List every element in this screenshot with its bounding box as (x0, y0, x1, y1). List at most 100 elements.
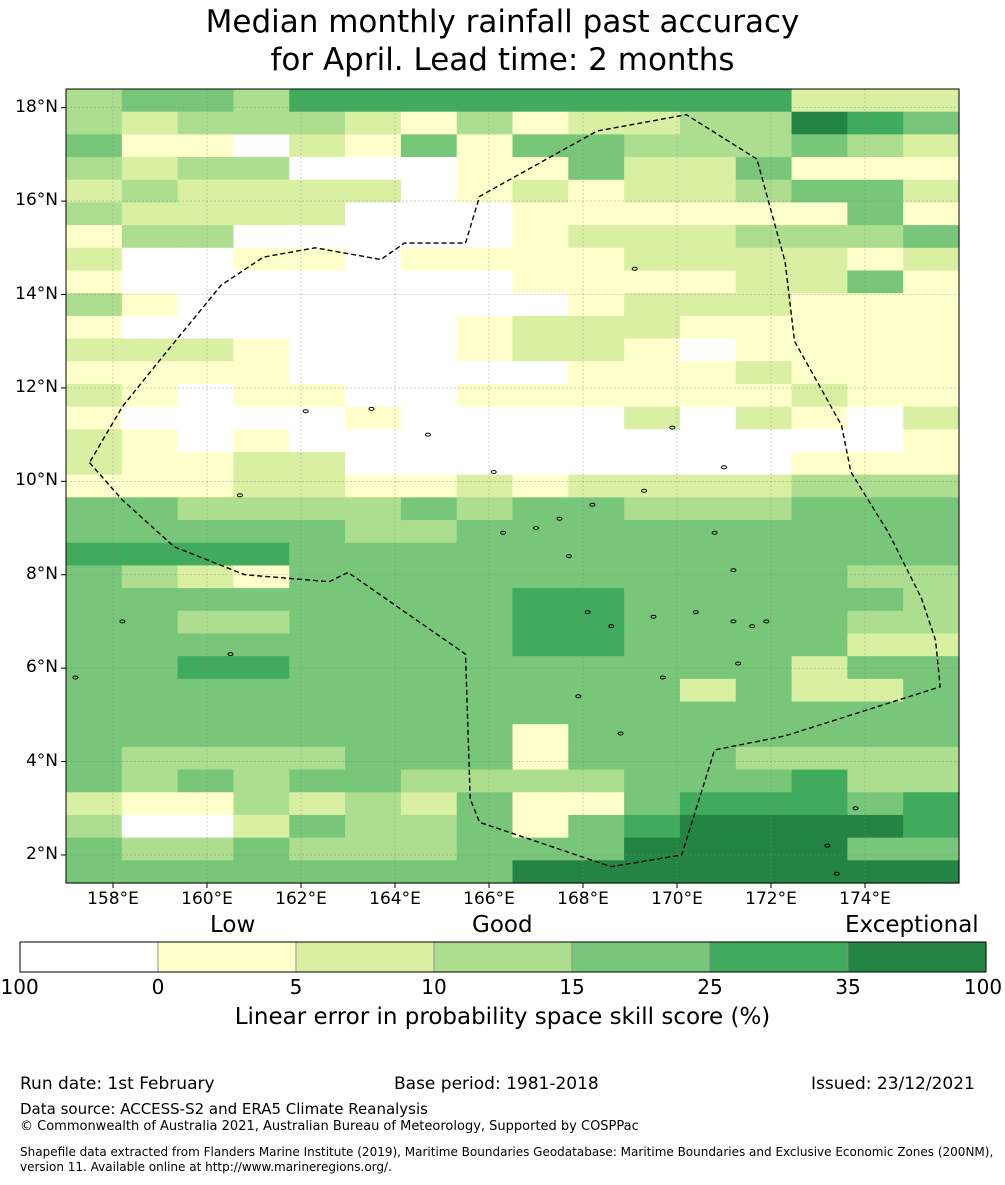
grid-cell (456, 724, 514, 748)
grid-cell (66, 724, 123, 748)
grid-cell (456, 406, 514, 430)
grid-cell (121, 247, 179, 272)
grid-cell (66, 89, 123, 113)
lat-label: 18°N (15, 96, 58, 117)
grid-cell (66, 247, 123, 272)
grid-cell (233, 202, 290, 226)
grid-cell (679, 542, 737, 566)
grid-cell (791, 656, 848, 680)
graticule (66, 89, 959, 883)
grid-cell (735, 361, 793, 385)
category-exceptional-label: Exceptional (845, 912, 979, 938)
grid-cell (400, 338, 458, 362)
grid-cell (791, 315, 848, 340)
grid-cell (624, 792, 681, 816)
island (692, 610, 699, 615)
grid-cell (847, 746, 904, 771)
colorbar-tick-label: 0 (151, 975, 165, 999)
grid-cell (66, 474, 123, 498)
grid-cell (679, 633, 737, 657)
grid-cell (624, 474, 681, 498)
grid-cell (624, 542, 681, 566)
grid-cell (847, 179, 904, 204)
island (749, 624, 756, 629)
grid-cell (121, 746, 179, 771)
grid-cell (568, 497, 625, 521)
colorbar-segment (709, 941, 849, 973)
grid-cell (512, 315, 569, 340)
grid-cell (456, 860, 514, 884)
grid-cell (289, 565, 346, 589)
grid-cell (847, 247, 904, 272)
grid-cell (121, 701, 179, 725)
run-date: Run date: 1st February (20, 1074, 215, 1094)
grid-cell (345, 429, 402, 453)
grid-cell (233, 315, 290, 340)
colorbar-segments (19, 941, 987, 973)
grid-cell (624, 497, 681, 521)
colorbar-segment (847, 941, 987, 973)
colorbar-segment (433, 941, 573, 973)
grid-cell (568, 610, 625, 635)
grid-cell (289, 451, 346, 476)
grid-cell (847, 383, 904, 408)
grid-cell (903, 746, 960, 771)
grid-cell (177, 588, 235, 612)
grid-cell (345, 202, 402, 226)
grid-cell (512, 225, 569, 249)
grid-cell (400, 724, 458, 748)
grid-cell (456, 769, 514, 793)
grid-cell (177, 157, 235, 181)
grid-cell (679, 315, 737, 340)
grid-cell (624, 157, 681, 181)
grid-cell (624, 111, 681, 135)
grid-cell (624, 383, 681, 408)
grid-cell (289, 701, 346, 725)
grid-cell (66, 565, 123, 589)
grid-cell (233, 474, 290, 498)
lon-label: 174°E (839, 889, 891, 909)
grid-cell (66, 792, 123, 816)
grid-cell (66, 678, 123, 703)
island (490, 470, 497, 474)
grid-cell (512, 89, 569, 113)
grid-cell (345, 633, 402, 657)
grid-cell (233, 247, 290, 272)
grid-cell (679, 656, 737, 680)
grid-cell (66, 406, 123, 430)
grid-cell (679, 361, 737, 385)
grid-cell (903, 247, 960, 272)
grid-cell (233, 111, 290, 135)
grid-cell (66, 656, 123, 680)
grid-cell (568, 746, 625, 771)
grid-cell (289, 338, 346, 362)
grid-cell (679, 451, 737, 476)
chart-title-line-1: Median monthly rainfall past accuracy (205, 4, 800, 40)
grid-cell (624, 724, 681, 748)
grid-cell (791, 746, 848, 771)
grid-cell (456, 429, 514, 453)
grid-cell (177, 247, 235, 272)
grid-cell (400, 588, 458, 612)
grid-cell (66, 179, 123, 204)
grid-cell (121, 429, 179, 453)
grid-cell (568, 270, 625, 294)
grid-cell (791, 383, 848, 408)
grid-cell (66, 225, 123, 249)
grid-cell (66, 610, 123, 635)
grid-cell (847, 429, 904, 453)
map-frame (65, 88, 960, 884)
base-period: Base period: 1981-2018 (394, 1074, 599, 1094)
colorbar-segment (157, 941, 297, 973)
grid-cell (568, 361, 625, 385)
grid-cell (679, 247, 737, 272)
grid-cell (400, 361, 458, 385)
grid-cell (289, 860, 346, 884)
grid-cell (847, 588, 904, 612)
grid-cell (456, 588, 514, 612)
grid-cell (679, 724, 737, 748)
grid-cell (289, 497, 346, 521)
grid-cell (679, 293, 737, 317)
grid-cell (735, 157, 793, 181)
